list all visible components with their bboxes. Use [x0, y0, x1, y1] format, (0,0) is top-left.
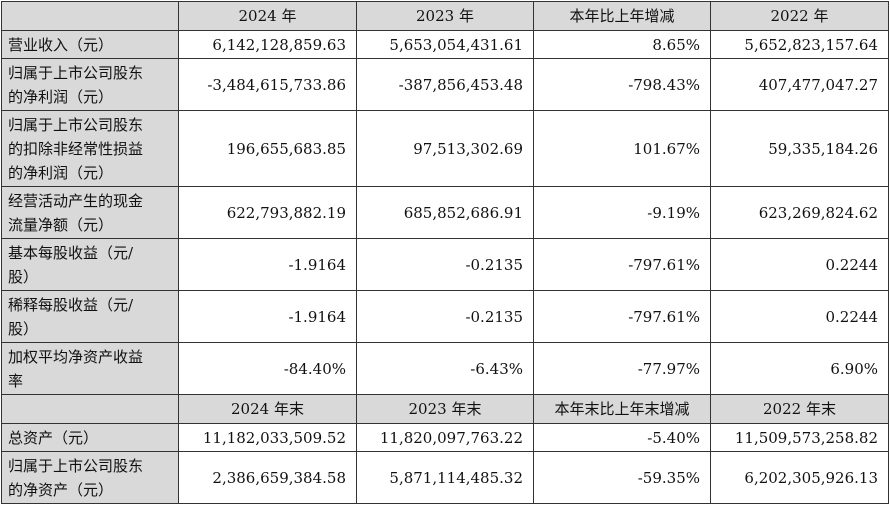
row-label: 稀释每股收益（元/股） [1, 290, 179, 343]
cell-value: -84.40% [178, 342, 357, 395]
row-label-line: 总资产（元） [8, 428, 99, 447]
cell-value: 5,871,114,485.32 [356, 451, 534, 504]
cell-value: -59.35% [533, 451, 711, 504]
cell-value: -5.40% [533, 423, 711, 452]
column-header: 本年末比上年末增减 [533, 394, 711, 424]
row-label-line: 基本每股收益（元/ [8, 243, 134, 262]
cell-value: 2,386,659,384.58 [178, 451, 357, 504]
data-row: 归属于上市公司股东 的净资产（元） 2,386,659,384.58 5,871,11… [1, 451, 889, 504]
data-row: 稀释每股收益（元/股） -1.9164 -0.2135 -797.61% 0.2244 [1, 290, 889, 343]
row-label-line: 归属于上市公司股东 [8, 115, 144, 134]
cell-value: 0.2244 [710, 290, 889, 343]
cell-value: -387,856,453.48 [356, 58, 534, 111]
row-label: 总资产（元） [1, 423, 179, 452]
row-label: 经营活动产生的现金 流量净额（元） [1, 186, 179, 239]
cell-value: -6.43% [356, 342, 534, 395]
cell-value: 11,182,033,509.52 [178, 423, 357, 452]
data-row: 经营活动产生的现金 流量净额（元） 622,793,882.19 685,852,68… [1, 186, 889, 239]
column-header: 2024 年 [178, 1, 357, 31]
cell-value: 5,653,054,431.61 [356, 30, 534, 59]
row-label: 加权平均净资产收益率 [1, 342, 179, 395]
column-header: 2024 年末 [178, 394, 357, 424]
row-label-line: 流量净额（元） [8, 215, 114, 234]
data-row: 归属于上市公司股东 的净利润（元） -3,484,615,733.86 -387,85… [1, 58, 889, 111]
cell-value: -9.19% [533, 186, 711, 239]
data-row: 归属于上市公司股东 的扣除非经常性损益 的净利润（元） 196,655,683.85 9… [1, 110, 889, 187]
row-label: 基本每股收益（元/股） [1, 238, 179, 291]
cell-value: -77.97% [533, 342, 711, 395]
cell-value: 11,820,097,763.22 [356, 423, 534, 452]
column-header: 2023 年 [356, 1, 534, 31]
cell-value: 685,852,686.91 [356, 186, 534, 239]
column-header: 2022 年末 [710, 394, 889, 424]
cell-value: 101.67% [533, 110, 711, 187]
row-label-line: 经营活动产生的现金 [8, 191, 144, 210]
cell-value: 5,652,823,157.64 [710, 30, 889, 59]
cell-value: -797.61% [533, 290, 711, 343]
cell-value: 622,793,882.19 [178, 186, 357, 239]
row-label-line: 稀释每股收益（元/ [8, 295, 134, 314]
row-label-line: 的扣除非经常性损益 [8, 139, 144, 158]
cell-value: 59,335,184.26 [710, 110, 889, 187]
cell-value: -3,484,615,733.86 [178, 58, 357, 111]
cell-value: 8.65% [533, 30, 711, 59]
row-label-line: 的净利润（元） [8, 163, 114, 182]
header-corner [1, 394, 179, 424]
header-corner [1, 1, 179, 31]
cell-value: 6,202,305,926.13 [710, 451, 889, 504]
row-label-line: 归属于上市公司股东 [8, 63, 144, 82]
row-label: 归属于上市公司股东 的扣除非经常性损益 的净利润（元） [1, 110, 179, 187]
row-label-line: 营业收入（元） [8, 35, 114, 54]
cell-value: 196,655,683.85 [178, 110, 357, 187]
cell-value: -0.2135 [356, 290, 534, 343]
data-row: 基本每股收益（元/股） -1.9164 -0.2135 -797.61% 0.2244 [1, 238, 889, 291]
cell-value: 407,477,047.27 [710, 58, 889, 111]
column-header: 2022 年 [710, 1, 889, 31]
row-label-line: 股） [8, 267, 39, 286]
cell-value: -0.2135 [356, 238, 534, 291]
row-label: 归属于上市公司股东 的净利润（元） [1, 58, 179, 111]
data-row: 总资产（元） 11,182,033,509.52 11,820,097,763.22… [1, 423, 889, 452]
row-label: 营业收入（元） [1, 30, 179, 59]
header-row: 2024 年 2023 年本年比上年增减 2022 年 [1, 1, 889, 31]
cell-value: 6.90% [710, 342, 889, 395]
row-label-line: 加权平均净资产收益 [8, 347, 144, 366]
header-row: 2024 年末 2023 年末 本年末比上年末增减 2022 年末 [1, 394, 889, 424]
cell-value: -797.61% [533, 238, 711, 291]
cell-value: -1.9164 [178, 290, 357, 343]
row-label-line: 率 [8, 371, 24, 390]
cell-value: 97,513,302.69 [356, 110, 534, 187]
row-label: 归属于上市公司股东 的净资产（元） [1, 451, 179, 504]
row-label-line: 归属于上市公司股东 [8, 456, 144, 475]
cell-value: 11,509,573,258.82 [710, 423, 889, 452]
cell-value: -1.9164 [178, 238, 357, 291]
cell-value: 623,269,824.62 [710, 186, 889, 239]
cell-value: 6,142,128,859.63 [178, 30, 357, 59]
column-header: 2023 年末 [356, 394, 534, 424]
cell-value: 0.2244 [710, 238, 889, 291]
row-label-line: 股） [8, 319, 39, 338]
data-row: 加权平均净资产收益率 -84.40% -6.43% -77.97% 6.90% [1, 342, 889, 395]
data-row: 营业收入（元） 6,142,128,859.63 5,653,054,431.61 8… [1, 30, 889, 59]
cell-value: -798.43% [533, 58, 711, 111]
row-label-line: 的净利润（元） [8, 87, 114, 106]
column-header: 本年比上年增减 [533, 1, 711, 31]
row-label-line: 的净资产（元） [8, 480, 114, 499]
